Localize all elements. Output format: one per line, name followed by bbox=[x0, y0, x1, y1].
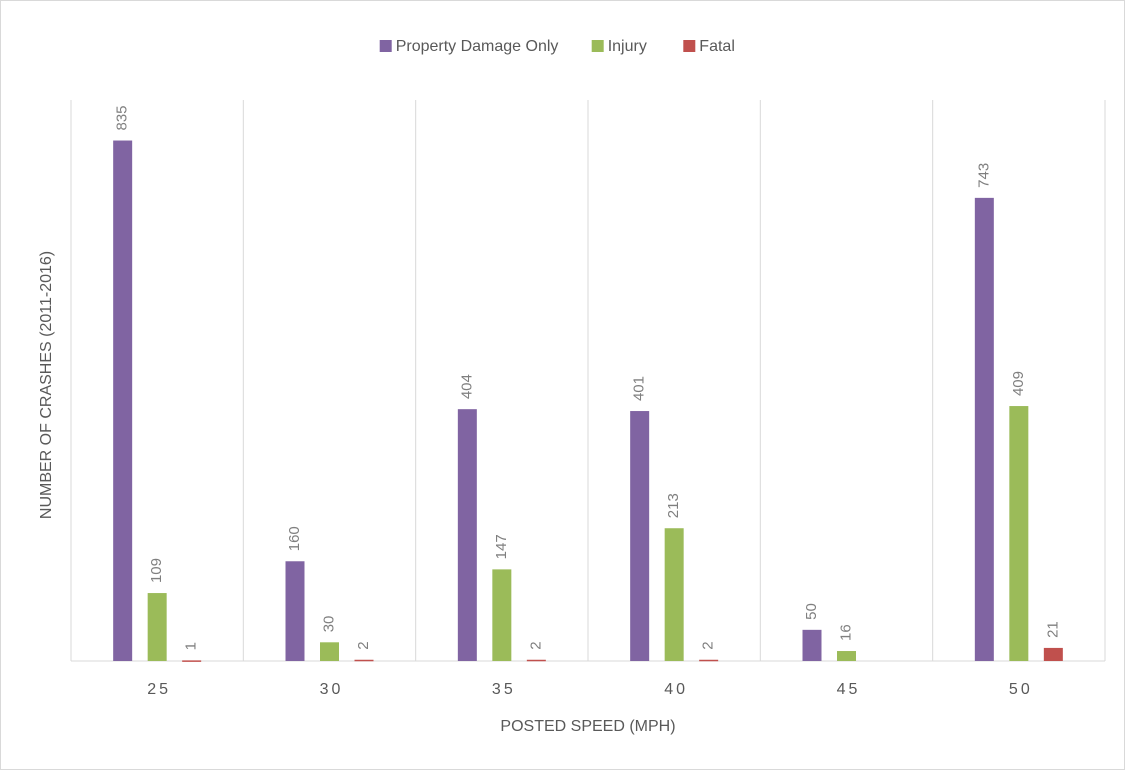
data-label: 50 bbox=[803, 603, 820, 620]
x-tick-label: 25 bbox=[147, 681, 171, 698]
legend-label: Property Damage Only bbox=[396, 38, 559, 55]
bar bbox=[113, 140, 133, 661]
bar bbox=[320, 642, 339, 661]
data-label: 409 bbox=[1010, 371, 1027, 396]
bar bbox=[1043, 647, 1063, 661]
bar bbox=[974, 197, 994, 661]
bar bbox=[526, 659, 546, 662]
data-label: 16 bbox=[837, 624, 854, 641]
bar bbox=[285, 561, 305, 661]
bar bbox=[630, 411, 650, 661]
data-label: 1 bbox=[183, 642, 200, 650]
data-label: 147 bbox=[493, 534, 510, 559]
x-axis-title: POSTED SPEED (MPH) bbox=[500, 718, 675, 735]
data-label: 404 bbox=[458, 374, 475, 399]
bar bbox=[354, 659, 374, 662]
data-label: 109 bbox=[148, 558, 165, 583]
data-label: 160 bbox=[286, 526, 303, 551]
data-label: 743 bbox=[975, 163, 992, 188]
x-tick-label: 40 bbox=[664, 681, 688, 698]
legend-label: Injury bbox=[608, 38, 647, 55]
legend-swatch bbox=[591, 40, 604, 52]
bar bbox=[664, 528, 684, 661]
data-label: 835 bbox=[114, 105, 131, 130]
data-label: 2 bbox=[527, 641, 544, 649]
legend-swatch bbox=[379, 40, 392, 52]
bar bbox=[699, 659, 719, 662]
bar bbox=[837, 651, 856, 661]
x-tick-label: 30 bbox=[320, 681, 344, 698]
legend-label: Fatal bbox=[699, 38, 735, 55]
data-label: 21 bbox=[1044, 621, 1061, 638]
x-tick-label: 50 bbox=[1009, 681, 1033, 698]
y-axis-title: NUMBER OF CRASHES (2011-2016) bbox=[38, 251, 55, 519]
bar bbox=[492, 569, 512, 661]
data-label: 2 bbox=[700, 641, 717, 649]
x-tick-label: 45 bbox=[837, 681, 861, 698]
data-label: 213 bbox=[665, 493, 682, 518]
bar bbox=[182, 660, 202, 662]
data-label: 401 bbox=[631, 376, 648, 401]
bar bbox=[457, 409, 477, 661]
data-label: 2 bbox=[355, 641, 372, 649]
x-tick-label: 35 bbox=[492, 681, 516, 698]
legend-swatch bbox=[683, 40, 696, 52]
bar bbox=[1009, 406, 1029, 661]
bar bbox=[147, 593, 167, 661]
bar bbox=[802, 629, 822, 661]
data-label: 30 bbox=[320, 616, 337, 633]
